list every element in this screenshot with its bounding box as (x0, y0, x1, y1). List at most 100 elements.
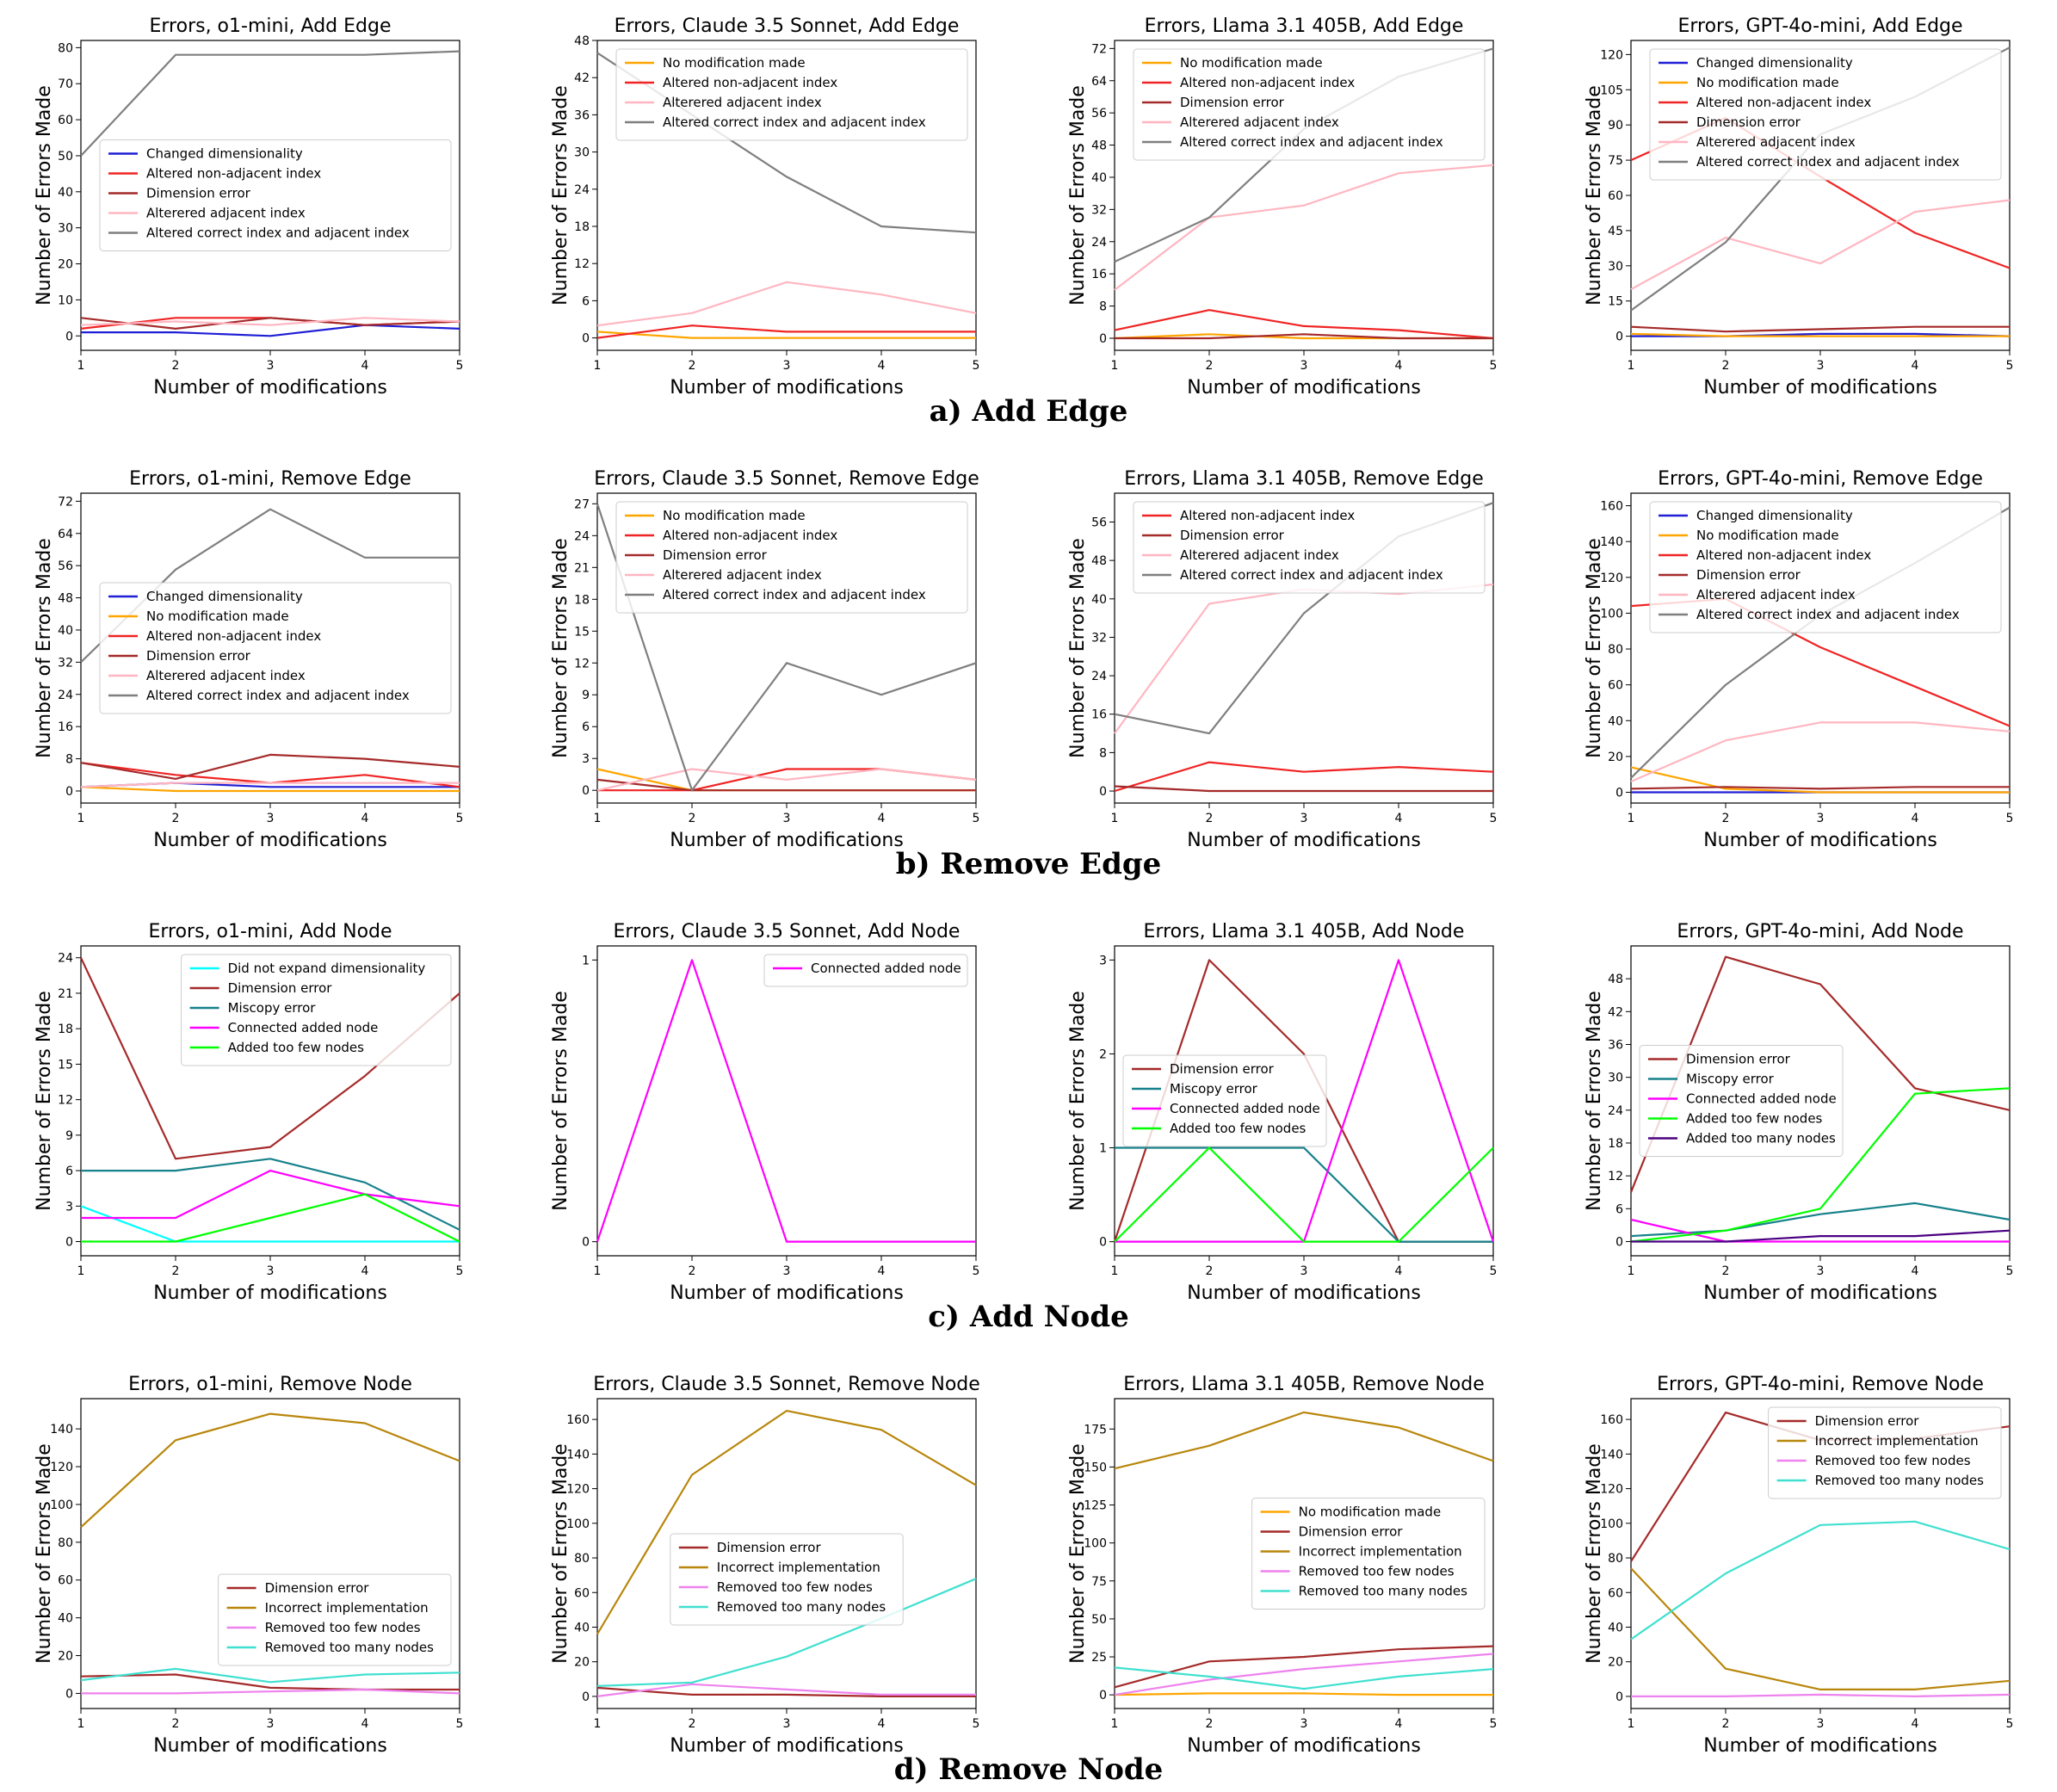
y-tick-label: 8 (1099, 300, 1107, 314)
x-tick-label: 4 (1395, 1717, 1403, 1731)
legend-entry: Alterered adjacent index (1180, 547, 1339, 563)
series-line-dimension-error (1630, 325, 2010, 333)
y-tick-label: 100 (1600, 607, 1623, 621)
legend-entry: Incorrect implementation (717, 1560, 880, 1575)
y-tick-label: 0 (1099, 332, 1107, 346)
x-axis-label: Number of modifications (1703, 377, 1937, 399)
y-tick-label: 0 (582, 784, 590, 798)
x-axis-label: Number of modifications (153, 1282, 387, 1304)
series-line-incorrect-implementation (1114, 1411, 1494, 1470)
y-tick-label: 140 (1600, 535, 1623, 549)
series-line-dimension-error (80, 753, 460, 781)
legend-entry: Miscopy error (228, 1000, 317, 1016)
legend: No modification made Altered non-adjacent… (615, 501, 968, 614)
chart-title: Errors, o1-mini, Add Node (148, 921, 392, 942)
x-tick-label: 3 (1817, 812, 1825, 825)
legend-entry: Altered non-adjacent index (146, 628, 321, 644)
legend-entry: Dimension error (265, 1580, 370, 1596)
y-axis-label: Number of Errors Made (34, 85, 55, 306)
x-tick-label: 2 (1722, 359, 1730, 373)
caption-remove-node: d) Remove Node (893, 1752, 1164, 1787)
y-tick-label: 16 (1091, 708, 1107, 722)
y-tick-label: 0 (65, 785, 73, 799)
chart-panel-15: Errors, Llama 3.1 405B, Remove Node 1 2 3 4 5… (1067, 1374, 1497, 1757)
chart-title: Errors, GPT-4o-mini, Remove Edge (1658, 468, 1983, 490)
y-tick-label: 40 (58, 186, 73, 200)
chart-title: Errors, o1-mini, Add Edge (149, 15, 391, 37)
series-line-changed-dimensionality (81, 324, 460, 337)
series-line-connected-added-node (81, 1169, 460, 1220)
chart-panel-10: Errors, Claude 3.5 Sonnet, Add Node 1 2 3 4 5… (550, 921, 979, 1304)
y-tick-label: 60 (1608, 1586, 1623, 1600)
x-axis-label: Number of modifications (670, 377, 904, 399)
chart-panel-13: Errors, o1-mini, Remove Node 1 2 3 4 5 0 20 40 60… (34, 1374, 463, 1757)
y-tick-label: 64 (58, 528, 73, 541)
y-tick-label: 60 (58, 114, 73, 127)
chart-title: Errors, Llama 3.1 405B, Add Node (1144, 921, 1465, 942)
series-line-no-modification-made (596, 331, 976, 339)
y-tick-label: 6 (65, 1165, 73, 1178)
series-line-dimension-error (596, 1686, 976, 1698)
chart-title: Errors, Claude 3.5 Sonnet, Add Node (614, 921, 961, 942)
series-line-alterered-adjacent-index (1630, 721, 2011, 783)
legend-entry: Changed dimensionality (1696, 508, 1853, 523)
y-tick-label: 120 (1600, 572, 1623, 585)
x-tick-label: 3 (267, 1717, 275, 1731)
legend-entry: Dimension error (1696, 114, 1801, 130)
legend-box (1639, 1045, 1844, 1157)
series-line-alterered-adjacent-index (1114, 583, 1494, 734)
series-line-miscopy-error (1115, 1146, 1493, 1243)
y-tick-label: 24 (574, 183, 590, 197)
y-axis-label: Number of Errors Made (34, 991, 55, 1211)
x-tick-label: 3 (267, 812, 275, 825)
series-line-dimension-error (80, 1673, 460, 1691)
x-tick-label: 4 (361, 1717, 369, 1731)
series-line-connected-added-node (596, 959, 976, 1243)
series-line-dimension-error (1630, 786, 2010, 790)
legend-entry: Dimension error (717, 1540, 822, 1555)
y-tick-label: 12 (574, 257, 590, 271)
x-tick-label: 3 (267, 359, 275, 373)
legend: Dimension error Miscopy error Connected ad… (1639, 1045, 1844, 1157)
y-tick-label: 80 (574, 1552, 590, 1566)
y-tick-label: 21 (58, 987, 73, 1001)
x-tick-label: 3 (1300, 359, 1308, 373)
legend-entry: Changed dimensionality (146, 589, 303, 604)
x-tick-label: 5 (2006, 359, 2014, 373)
y-tick-label: 24 (58, 952, 73, 966)
y-tick-label: 140 (566, 1448, 590, 1461)
y-tick-label: 75 (1608, 154, 1623, 168)
y-axis-label: Number of Errors Made (1067, 538, 1089, 758)
series-line-dimension-error (596, 778, 976, 792)
legend-entry: Altered correct index and adjacent index (1696, 607, 1960, 622)
series-line-incorrect-implementation (80, 1412, 460, 1529)
legend-entry: Incorrect implementation (1299, 1544, 1462, 1560)
legend-entry: Altered correct index and adjacent index (1180, 134, 1443, 150)
series-line-alterered-adjacent-index (596, 281, 977, 327)
legend-box (1768, 1406, 2002, 1499)
y-axis-label: Number of Errors Made (550, 85, 571, 306)
series-line-dimension-error (1115, 333, 1493, 340)
x-tick-label: 5 (456, 359, 464, 373)
y-axis-label: Number of Errors Made (550, 991, 571, 1211)
legend-entry: Altered non-adjacent index (1696, 95, 1871, 110)
x-tick-label: 1 (77, 812, 85, 825)
legend-entry: No modification made (663, 508, 806, 523)
x-tick-label: 3 (1817, 1264, 1825, 1278)
caption-remove-edge: b) Remove Edge (895, 847, 1162, 881)
y-tick-label: 150 (1084, 1461, 1107, 1474)
series-line-connected-added-node (1630, 1218, 2010, 1243)
y-tick-label: 6 (582, 294, 590, 308)
legend-entry: Alterered adjacent index (663, 567, 822, 583)
x-tick-label: 5 (1490, 1717, 1498, 1731)
x-tick-label: 2 (689, 1264, 696, 1278)
y-tick-label: 24 (1608, 1104, 1623, 1118)
x-tick-label: 4 (1395, 1264, 1403, 1278)
legend-entry: Altered non-adjacent index (1696, 547, 1871, 563)
x-tick-label: 1 (1628, 812, 1635, 825)
legend-entry: Alterered adjacent index (1696, 587, 1856, 602)
